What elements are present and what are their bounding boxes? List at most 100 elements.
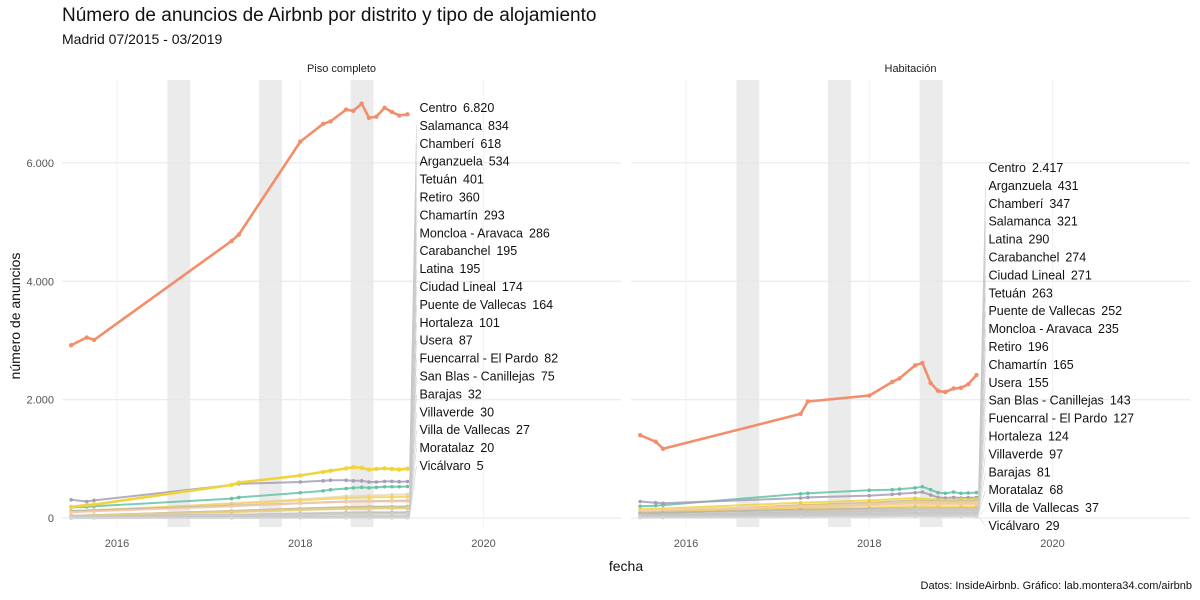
y-axis-title: número de anuncios <box>7 253 23 380</box>
end-label-name: Centro <box>988 161 1026 175</box>
data-point <box>298 508 303 512</box>
end-label-value: 431 <box>1058 179 1079 193</box>
chart-caption: Datos: InsideAirbnb. Gráfico: lab.monter… <box>921 580 1192 592</box>
end-label: Latina 290 <box>988 233 1049 247</box>
end-label: Barajas 81 <box>988 465 1050 479</box>
end-label-value: 293 <box>484 208 505 222</box>
data-point <box>68 504 74 510</box>
data-point <box>936 514 940 519</box>
x-tick-label: 2020 <box>1040 538 1064 550</box>
data-point <box>344 500 348 504</box>
end-label: Barajas 32 <box>419 387 481 401</box>
end-label-name: Fuencarral - El Pardo <box>988 412 1107 426</box>
series-moncloa-aravaca <box>69 499 410 514</box>
data-point <box>92 509 96 514</box>
data-point <box>920 360 925 366</box>
data-point <box>69 516 73 520</box>
data-point <box>359 485 364 490</box>
data-point <box>389 109 395 115</box>
data-point <box>928 487 933 492</box>
data-point <box>966 491 971 495</box>
data-point <box>374 485 379 490</box>
end-label: Chamberí 618 <box>419 137 501 151</box>
data-point <box>320 121 326 127</box>
end-label-name: Usera <box>419 334 452 348</box>
data-point <box>653 503 658 508</box>
data-point <box>382 466 387 471</box>
end-label-value: 5 <box>477 459 484 473</box>
end-label: Villaverde 97 <box>988 447 1063 461</box>
data-point <box>298 490 303 495</box>
data-point <box>236 232 242 237</box>
end-label-value: 263 <box>1032 286 1053 300</box>
data-point <box>389 466 395 472</box>
data-point <box>69 510 73 514</box>
end-label-value: 271 <box>1071 268 1092 282</box>
data-point <box>344 486 348 491</box>
data-point <box>92 498 96 503</box>
end-label-value: 124 <box>1048 430 1069 444</box>
label-leader <box>978 507 986 517</box>
data-point <box>69 497 73 502</box>
end-label-name: Villaverde <box>988 447 1043 461</box>
data-point <box>298 516 303 520</box>
end-label-name: Carabanchel <box>988 251 1059 265</box>
end-label-name: Villa de Vallecas <box>419 423 510 437</box>
end-label-name: Moncloa - Aravaca <box>988 322 1092 336</box>
data-point <box>367 516 371 520</box>
shaded-period <box>350 80 374 527</box>
data-point <box>382 105 387 111</box>
end-label-name: Hortaleza <box>419 316 473 330</box>
data-point <box>951 386 956 391</box>
end-label: Vicálvaro 5 <box>419 459 483 473</box>
end-label: Usera 155 <box>988 376 1048 390</box>
end-label-value: 6.820 <box>463 101 494 115</box>
label-leader <box>978 472 986 514</box>
data-point <box>328 478 333 483</box>
data-point <box>367 511 371 516</box>
data-point <box>91 502 97 507</box>
data-point <box>889 379 895 385</box>
x-tick-label: 2018 <box>857 538 881 550</box>
data-point <box>867 393 872 398</box>
data-point <box>343 466 349 471</box>
end-label-value: 75 <box>541 370 555 384</box>
data-point <box>890 487 894 492</box>
data-point <box>798 515 803 519</box>
shaded-period <box>259 80 282 527</box>
end-label: Salamanca 834 <box>419 119 508 133</box>
data-point <box>405 506 410 511</box>
end-label-name: Villa de Vallecas <box>988 501 1079 515</box>
end-label-name: Moratalaz <box>419 441 474 455</box>
end-label: Carabanchel 274 <box>988 251 1086 265</box>
end-label-name: Barajas <box>419 387 461 401</box>
end-label: Retiro 360 <box>419 191 479 205</box>
data-point <box>237 495 241 500</box>
label-leader <box>409 465 417 518</box>
label-leader <box>978 436 986 511</box>
data-point <box>367 486 371 490</box>
end-label: Salamanca 321 <box>988 215 1077 229</box>
data-point <box>366 115 372 121</box>
series-arganzuela <box>638 484 979 509</box>
data-point <box>229 504 234 509</box>
data-point <box>367 480 371 484</box>
data-point <box>806 495 810 500</box>
end-label-name: Arganzuela <box>419 155 482 169</box>
data-point <box>913 514 917 519</box>
end-label: Moratalaz 20 <box>419 441 494 455</box>
data-point <box>229 496 234 501</box>
end-label: Tetuán 401 <box>419 173 483 187</box>
data-point <box>351 486 356 490</box>
end-label-name: Salamanca <box>419 119 482 133</box>
end-label-name: San Blas - Canillejas <box>988 394 1103 408</box>
data-point <box>390 479 394 484</box>
data-point <box>328 119 333 124</box>
data-point <box>68 343 74 348</box>
end-label-value: 834 <box>488 119 509 133</box>
data-point <box>359 101 364 106</box>
data-point <box>298 473 303 478</box>
data-point <box>661 501 665 506</box>
